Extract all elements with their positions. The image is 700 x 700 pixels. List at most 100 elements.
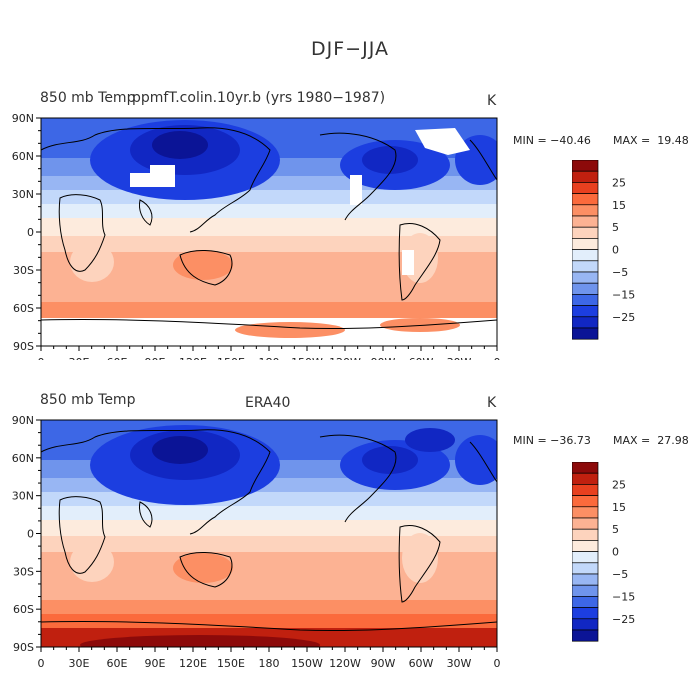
panel1-colorbar-label: −15 — [612, 288, 635, 301]
panel1-y-tick-label: 30N — [12, 188, 34, 201]
panel2-colorbar-box — [572, 517, 599, 530]
panel1-colorbar-label: −25 — [612, 311, 635, 324]
panel2-y-axis: 90N 60N 30N 0 30S 60S 90S — [12, 414, 41, 654]
panel2-field — [41, 420, 497, 647]
panel1-y-tick-label: 90S — [13, 340, 34, 353]
panel2-map: 90N 60N 30N 0 30S 60S 90S 0 30E 60E 90E 120E 150E 18… — [12, 414, 501, 670]
panel2-colorbar-label: −15 — [612, 590, 635, 603]
panel2-y-tick-label: 90S — [13, 641, 34, 654]
panel1-x-tick-label: 30W — [447, 356, 472, 360]
panel2-x-tick-label: 30W — [447, 657, 472, 670]
panel2-min: MIN = −36.73 — [513, 434, 591, 447]
panel1-left-title: 850 mb Temp — [40, 90, 136, 106]
panel2-colorbar-label: 25 — [612, 478, 626, 491]
panel1-x-tick-label: 90E — [145, 356, 166, 360]
panel1-colorbar-box — [572, 226, 599, 239]
panel2-colorbar-box — [572, 629, 599, 642]
panel2-colorbar-box — [572, 584, 599, 597]
panel2-colorbar-box — [572, 596, 599, 608]
panel2-max: MAX = 27.98 — [613, 434, 689, 447]
panel1-colorbar-box — [572, 170, 599, 183]
panel2-y-tick-label: 60N — [12, 452, 34, 465]
panel2-center-title: ERA40 — [245, 395, 291, 411]
panel1-x-tick-label: 0 — [38, 356, 45, 360]
panel2-x-tick-label: 120W — [329, 657, 361, 670]
panel2-colorbar-box — [572, 484, 599, 496]
panel1-colorbar-box — [572, 215, 599, 228]
panel1-colorbar-box — [572, 160, 599, 172]
panel1-colorbar-box — [572, 182, 599, 194]
panel2-x-tick-label: 180 — [259, 657, 280, 670]
panel1-colorbar-label: 15 — [612, 199, 626, 212]
panel2-x-tick-label: 150W — [291, 657, 323, 670]
panel1-colorbar-box — [572, 327, 599, 340]
panel1-x-tick-label: 30E — [69, 356, 90, 360]
panel2-y-tick-label: 0 — [27, 528, 34, 541]
panel2-colorbar-label: 15 — [612, 501, 626, 514]
panel2-y-tick-label: 30S — [13, 565, 34, 578]
panel1-colorbar-box — [572, 260, 599, 273]
panel2-left-title: 850 mb Temp — [40, 392, 136, 408]
panel1-colorbar-box — [572, 249, 599, 262]
panel2-colorbar-box — [572, 562, 599, 575]
panel1-x-tick-label: 120W — [329, 356, 361, 360]
panel1-colorbar-label: 5 — [612, 221, 619, 234]
panel2-colorbar-box — [572, 540, 599, 552]
panel2-colorbar-label: 0 — [612, 546, 619, 559]
panel2-colorbar-box — [572, 472, 599, 485]
panel2-coastlines — [41, 429, 497, 632]
panel1-x-axis: 0 30E 60E 90E 120E 150E 180 150W 120W 90W 60W 30W 0 — [38, 346, 501, 360]
panel2-colorbar-box — [572, 573, 599, 586]
panel2-x-tick-label: 30E — [69, 657, 90, 670]
panel1-map: 90N 60N 30N 0 30S 60S 90S 0 30E 60E 90E 120E 150E 18… — [12, 112, 501, 360]
panel1-x-tick-label: 150E — [217, 356, 245, 360]
panel2-colorbar-box — [572, 607, 599, 620]
panel2-y-tick-label: 60S — [13, 603, 34, 616]
panel2-units: K — [487, 395, 497, 411]
panel1-colorbar-box — [572, 193, 599, 206]
panel1-x-tick-label: 180 — [259, 356, 280, 360]
panel2-colorbar-label: −25 — [612, 613, 635, 626]
panel1-y-tick-label: 30S — [13, 264, 34, 277]
panel1-x-tick-label: 60W — [409, 356, 434, 360]
panel2-colorbar-label: −5 — [612, 568, 628, 581]
panel1-min: MIN = −40.46 — [513, 134, 591, 147]
panel1-colorbar-label: 0 — [612, 244, 619, 257]
panel2-colorbar-box — [572, 618, 599, 631]
panel1-y-axis: 90N 60N 30N 0 30S 60S 90S — [12, 112, 41, 353]
panel2-colorbar-label: 5 — [612, 523, 619, 536]
panel1-field — [41, 118, 497, 346]
panel2-x-tick-label: 60E — [107, 657, 128, 670]
panel2-y-tick-label: 30N — [12, 490, 34, 503]
panel2-colorbar-box — [572, 495, 599, 508]
panel2-colorbar-box — [572, 506, 599, 519]
panel1-x-tick-label: 90W — [371, 356, 396, 360]
figure-title: DJF−JJA — [311, 38, 389, 60]
panel1-colorbar-label: −5 — [612, 266, 628, 279]
panel1-x-tick-label: 0 — [494, 356, 501, 360]
panel1-colorbar-box — [572, 271, 599, 284]
panel1-coastlines — [41, 127, 497, 330]
panel1-colorbar-box — [572, 238, 599, 250]
panel1-x-tick-label: 60E — [107, 356, 128, 360]
panel1-center-title: ppmfT.colin.10yr.b (yrs 1980−1987) — [132, 90, 386, 106]
panel2-colorbar: 25 15 5 0 −5 −15 −25 — [572, 462, 635, 642]
panel1-y-tick-label: 0 — [27, 226, 34, 239]
panel2-colorbar-box — [572, 462, 599, 474]
panel2-y-tick-label: 90N — [12, 414, 34, 427]
panel1-x-tick-label: 150W — [291, 356, 323, 360]
panel2-x-tick-label: 0 — [494, 657, 501, 670]
panel2-x-axis: 0 30E 60E 90E 120E 150E 180 150W 120W 90W 60W 30W 0 — [38, 647, 501, 670]
panel1-colorbar: 25 15 5 0 −5 −15 −25 — [572, 160, 635, 340]
panel2-colorbar-box — [572, 528, 599, 541]
panel1-units: K — [487, 93, 497, 109]
panel1-y-tick-label: 60S — [13, 302, 34, 315]
panel2-x-tick-label: 0 — [38, 657, 45, 670]
panel1-colorbar-box — [572, 282, 599, 295]
panel1-colorbar-label: 25 — [612, 176, 626, 189]
panel2-x-tick-label: 60W — [409, 657, 434, 670]
panel2-x-tick-label: 90W — [371, 657, 396, 670]
panel2-x-tick-label: 120E — [179, 657, 207, 670]
panel1-y-tick-label: 60N — [12, 150, 34, 163]
panel1-y-tick-label: 90N — [12, 112, 34, 125]
